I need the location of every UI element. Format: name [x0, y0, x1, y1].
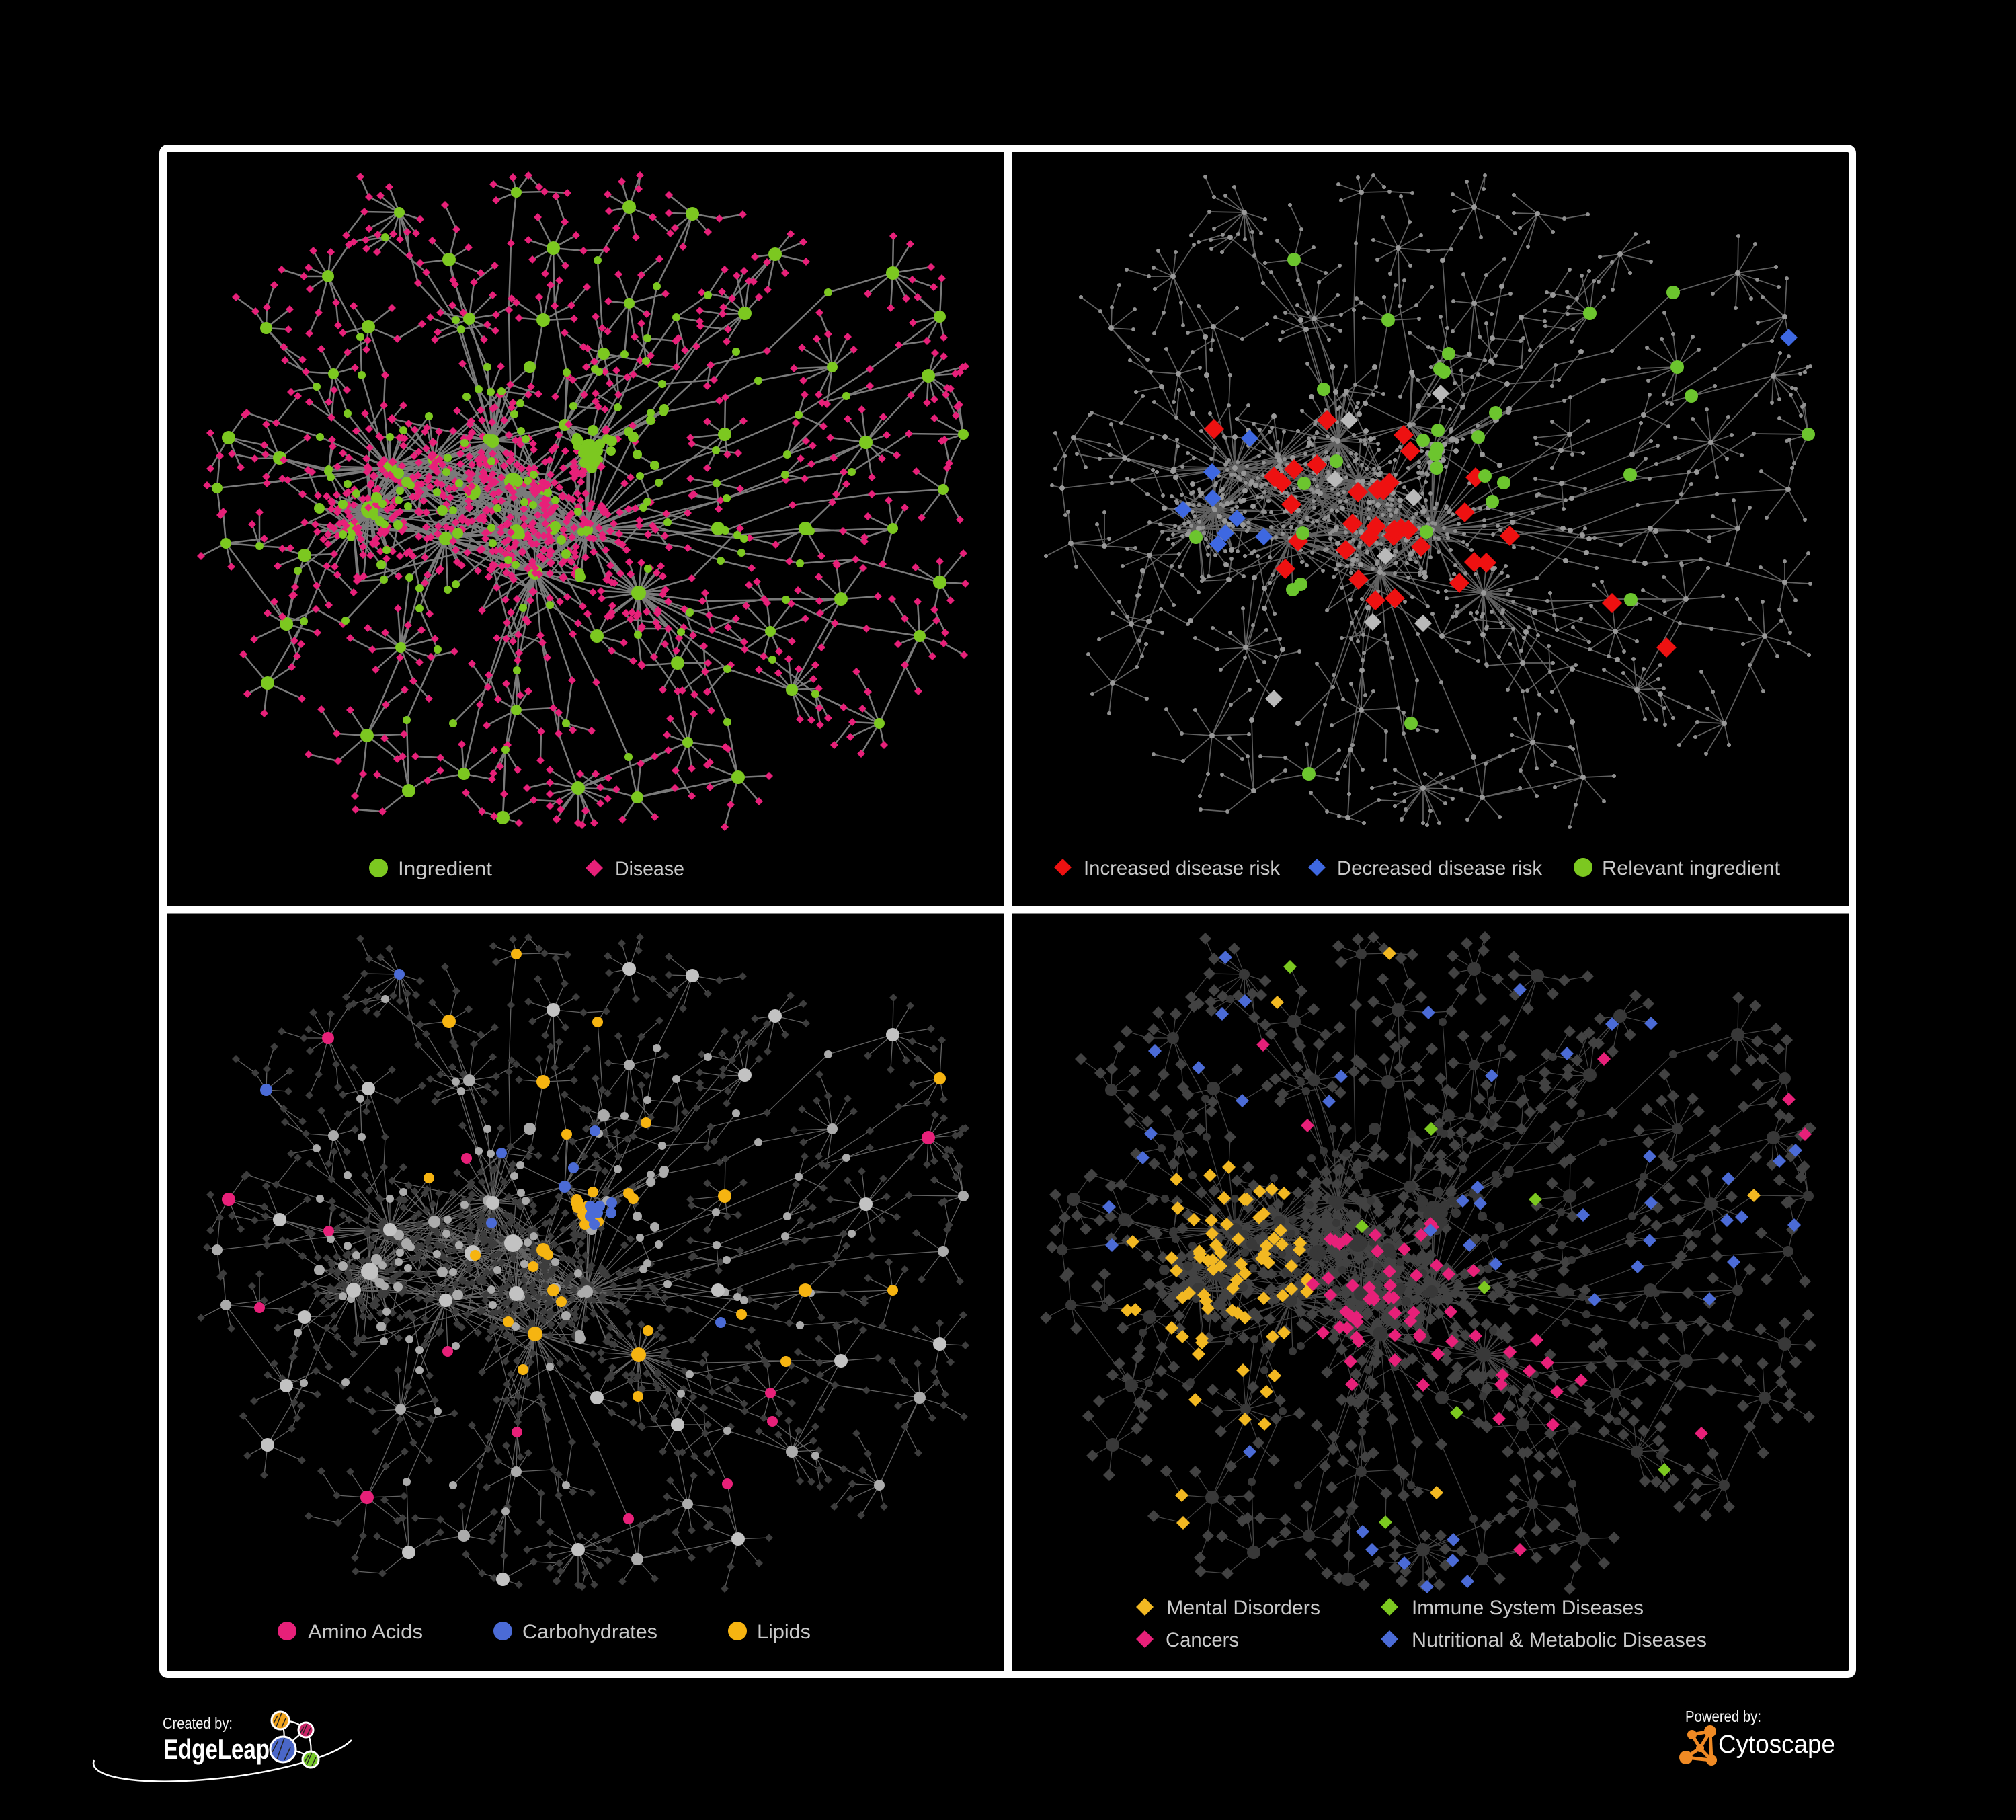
svg-text:Increased disease risk: Increased disease risk [1084, 857, 1281, 879]
svg-text:EdgeLeap: EdgeLeap [163, 1733, 270, 1765]
svg-text:Ingredient: Ingredient [398, 858, 493, 880]
svg-text:Disease: Disease [615, 858, 684, 880]
svg-text:Lipids: Lipids [757, 1621, 811, 1643]
svg-text:Cancers: Cancers [1166, 1629, 1239, 1651]
svg-text:Cytoscape: Cytoscape [1718, 1731, 1835, 1759]
svg-text:Mental Disorders: Mental Disorders [1166, 1597, 1320, 1619]
svg-text:Powered by:: Powered by: [1685, 1708, 1761, 1725]
svg-text:Relevant ingredient: Relevant ingredient [1602, 857, 1781, 879]
svg-text:Amino Acids: Amino Acids [308, 1621, 423, 1643]
svg-text:Carbohydrates: Carbohydrates [522, 1621, 657, 1643]
svg-text:Immune System Diseases: Immune System Diseases [1412, 1597, 1644, 1619]
svg-text:Decreased disease risk: Decreased disease risk [1337, 857, 1543, 879]
svg-text:Nutritional & Metabolic Diseas: Nutritional & Metabolic Diseases [1412, 1629, 1707, 1651]
svg-text:Created by:: Created by: [163, 1714, 233, 1732]
